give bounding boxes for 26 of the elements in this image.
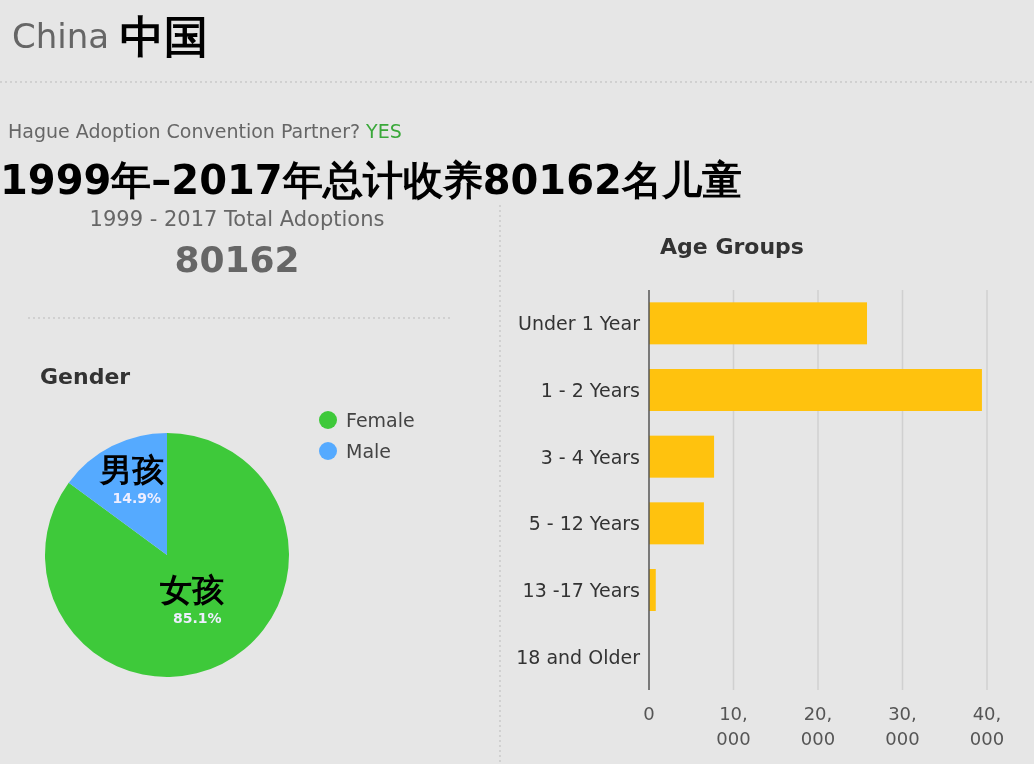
x-tick-label: 40,000 xyxy=(969,703,1005,749)
text: 1999 - 2017 Total Adoptions xyxy=(89,207,385,231)
data-label: 85.1% xyxy=(172,609,222,626)
legend-label: Male xyxy=(346,440,392,462)
x-tick-label: 20,000 xyxy=(800,703,836,749)
y-tick-label: 3 - 4 Years xyxy=(540,445,640,468)
text: China xyxy=(12,16,110,56)
text: YES xyxy=(365,120,402,142)
y-tick-label: 1 - 2 Years xyxy=(540,379,640,401)
chart-title: Age Groups xyxy=(660,234,804,259)
x-tick-label: 0 xyxy=(643,703,655,724)
text: 中国 xyxy=(120,11,208,62)
y-tick-label: 18 and Older xyxy=(516,645,641,668)
text: 80162 xyxy=(174,239,300,280)
text: 1999年–2017年总计收养80162名儿童 xyxy=(0,157,742,203)
x-tick-label: 10,000 xyxy=(716,703,751,749)
data-label: 14.9% xyxy=(112,490,162,507)
text: 女孩 xyxy=(159,570,225,609)
y-tick-label: 13 -17 Years xyxy=(522,579,640,601)
x-tick-label: 30,000 xyxy=(885,703,920,749)
y-tick-label: 5 - 12 Years xyxy=(528,512,640,535)
y-tick-label: Under 1 Year xyxy=(518,312,641,335)
text: Hague Adoption Convention Partner? xyxy=(8,120,361,142)
legend-label: Female xyxy=(346,409,415,431)
chart-title: Gender xyxy=(40,364,131,389)
text: 男孩 xyxy=(98,451,164,490)
